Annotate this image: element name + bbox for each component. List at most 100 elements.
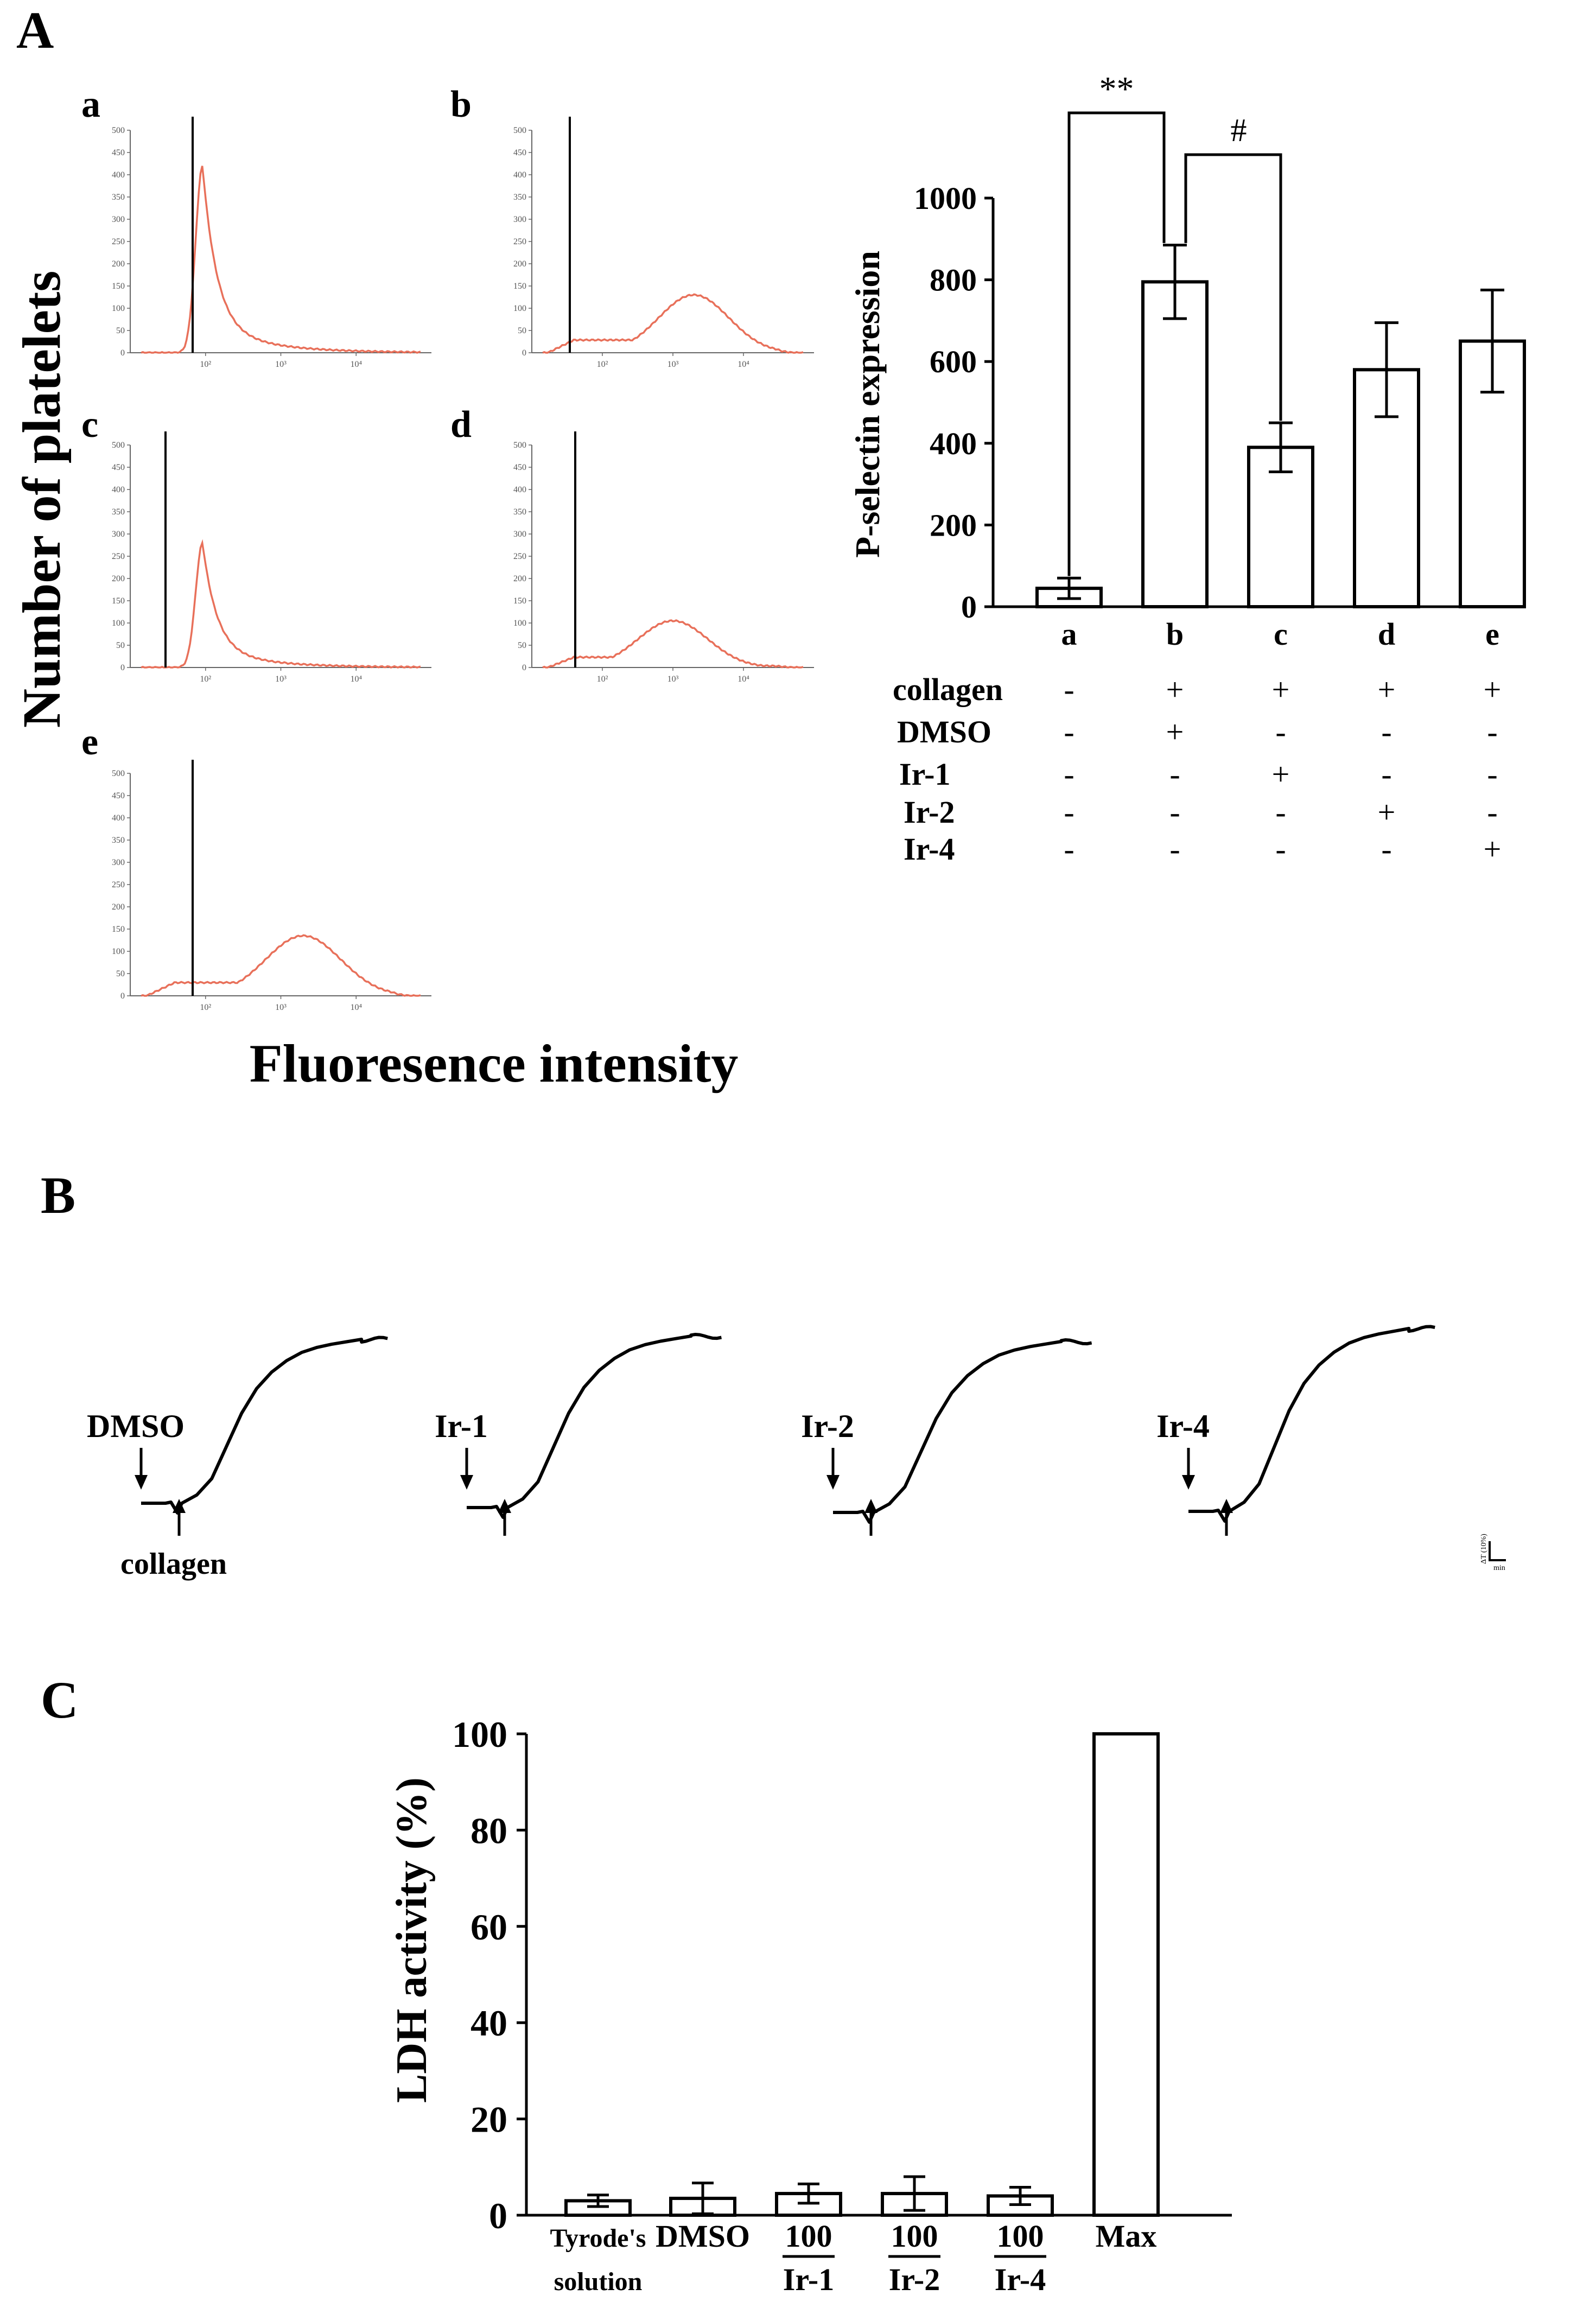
histogram-y-tick-label: 400 [112, 485, 125, 494]
histogram-y-tick-label: 350 [112, 836, 125, 845]
treatment-mark: + [1484, 672, 1502, 707]
bar-c-y-tick-label: 20 [470, 2099, 507, 2140]
bar-a-significance-bracket [1067, 111, 1166, 576]
histogram-y-tick-label: 450 [513, 463, 526, 472]
treatment-mark: - [1487, 794, 1497, 830]
treatment-row-label: collagen [893, 672, 1003, 707]
histogram-x-tick-label: 10² [200, 675, 211, 684]
treatment-row-label: Ir-4 [904, 831, 955, 867]
ldh-bar-chart: LDH activity (%) 0 20 40 60 80 100 Tyrode's sol… [388, 1714, 1232, 2297]
histogram-y-tick-label: 300 [112, 530, 125, 539]
histogram-y-tick-label: 50 [518, 326, 526, 335]
histogram-letter: b [450, 84, 472, 125]
histogram-x-tick-label: 10³ [275, 360, 287, 369]
treatment-mark: + [1484, 831, 1502, 867]
trace-ir2: Ir-2 [801, 1338, 1092, 1536]
histogram-y-tick-label: 100 [112, 619, 125, 628]
bar-c-category-bottom: solution [554, 2267, 643, 2296]
histogram-curve [542, 293, 804, 354]
histogram-letter: d [450, 404, 472, 446]
treatment-mark: + [1272, 672, 1290, 707]
treatment-mark: + [1166, 672, 1184, 707]
treatment-mark: - [1381, 756, 1391, 792]
bar-c-bar [564, 2199, 632, 2217]
bar-c-category-bottom: Ir-1 [783, 2262, 834, 2297]
histogram-x-tick-label: 10² [597, 360, 608, 369]
bar-a-significance-label: # [1231, 112, 1247, 148]
trace-ir1: Ir-1 [435, 1333, 722, 1536]
bar-a-category-label: e [1485, 616, 1499, 652]
histogram-y-tick-label: 150 [112, 925, 125, 934]
down-arrow-icon [826, 1475, 840, 1490]
histogram-x-tick-label: 10³ [275, 1003, 287, 1012]
bar-c-bar [1092, 1732, 1160, 2217]
panel-label-c: C [41, 1671, 78, 1729]
scale-bar-line [1489, 1541, 1506, 1561]
histogram-y-tick-label: 400 [112, 813, 125, 823]
histogram-y-tick-label: 50 [116, 969, 125, 978]
panel-label-a: A [16, 1, 54, 59]
treatment-mark: + [1378, 794, 1396, 830]
bar-a-significance-label: ** [1099, 69, 1134, 108]
bar-c-category-top: Max [1096, 2218, 1157, 2254]
trace-label: Ir-4 [1156, 1408, 1210, 1444]
bar-c-y-tick-label: 100 [452, 1714, 507, 1755]
bar-c-category-top: 100 [891, 2218, 938, 2254]
bar-c-y-tick-label: 40 [470, 2002, 507, 2044]
histogram-y-tick-label: 250 [513, 237, 526, 246]
histogram-y-tick-label: 200 [513, 259, 526, 269]
histogram-curve [542, 619, 804, 669]
bar-c-category-top: DMSO [656, 2218, 750, 2254]
treatment-mark: - [1487, 714, 1497, 749]
scale-bar-y-label: ΔT (10%) [1480, 1534, 1488, 1564]
histogram-y-tick-label: 0 [120, 991, 125, 1001]
histogram-x-tick-label: 10⁴ [737, 675, 749, 684]
histogram-curve [141, 166, 421, 354]
bar-a-significance-bracket [1184, 153, 1282, 421]
histogram-y-tick-label: 300 [513, 215, 526, 224]
histogram-y-tick-label: 100 [513, 304, 526, 313]
treatment-row-ir-4: Ir-4 - - - - + [904, 831, 1501, 867]
treatment-mark: + [1166, 714, 1184, 749]
bar-c-category-top: Tyrode's [550, 2224, 646, 2253]
bar-a-y-tick-label: 200 [930, 507, 977, 543]
histogram-y-tick-label: 150 [513, 596, 526, 606]
histogram-y-tick-label: 350 [513, 507, 526, 517]
trace-label: DMSO [87, 1408, 185, 1444]
histogram-letter: e [81, 721, 98, 763]
histogram-y-tick-label: 500 [513, 441, 526, 450]
hist-y-label: Number of platelets [11, 271, 72, 728]
bar-a-category-label: c [1274, 616, 1288, 652]
histogram-y-tick-label: 200 [112, 574, 125, 583]
histogram-x-tick-label: 10³ [275, 675, 287, 684]
histogram-y-tick-label: 500 [112, 769, 125, 778]
treatment-row-label: Ir-2 [904, 794, 955, 830]
treatment-mark: - [1064, 831, 1074, 867]
up-arrow-icon [1220, 1499, 1233, 1513]
aggregation-trace-line [1188, 1325, 1435, 1523]
bar-a-category-label: d [1378, 616, 1395, 652]
treatment-mark: - [1169, 831, 1180, 867]
histogram-y-tick-label: 500 [112, 441, 125, 450]
histogram-y-tick-label: 100 [112, 304, 125, 313]
aggregation-traces: DMSO collagen Ir-1 Ir-2 Ir-4 ΔT (10%) min [87, 1325, 1506, 1581]
scale-bar: ΔT (10%) min [1480, 1534, 1506, 1572]
histogram-y-tick-label: 200 [112, 902, 125, 912]
histogram-y-tick-label: 50 [518, 641, 526, 650]
treatment-mark: - [1169, 794, 1180, 830]
trace-dmso: DMSO collagen [87, 1336, 388, 1581]
bar-a-ylabel: P-selectin expression [848, 251, 887, 558]
histogram-x-tick-label: 10³ [667, 360, 679, 369]
trace-label: Ir-2 [801, 1408, 854, 1444]
bar-c-category-top: 100 [785, 2218, 832, 2254]
bar-c-y-tick-label: 80 [470, 1810, 507, 1851]
bar-c-y-tick-label: 0 [489, 2195, 507, 2236]
scale-bar-x-label: min [1493, 1564, 1505, 1572]
treatment-mark: - [1169, 756, 1180, 792]
bar-c-category-top: 100 [997, 2218, 1044, 2254]
histogram-y-tick-label: 0 [522, 348, 526, 358]
treatment-mark: - [1275, 714, 1286, 749]
p-selectin-bar-chart: P-selectin expression 0 200 400 600 800 1000 a… [848, 69, 1526, 867]
